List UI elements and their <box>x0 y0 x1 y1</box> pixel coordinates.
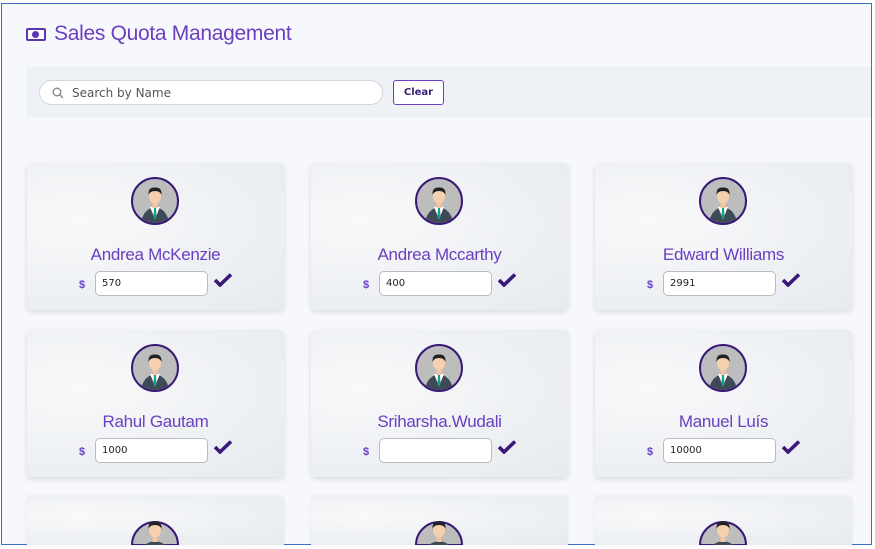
check-icon[interactable] <box>214 440 232 454</box>
check-icon[interactable] <box>782 273 800 287</box>
check-icon[interactable] <box>782 440 800 454</box>
currency-symbol: $ <box>647 279 654 291</box>
user-card: Manuel Luís $ <box>595 330 852 477</box>
user-name: Andrea McKenzie <box>90 245 221 264</box>
user-card: Andrea Mccarthy $ <box>311 163 568 310</box>
currency-symbol: $ <box>363 446 370 458</box>
avatar <box>699 344 747 392</box>
app-window: Sales Quota Management Clear Andrea McKe… <box>1 3 872 545</box>
user-name: Rahul Gautam <box>102 412 209 431</box>
page-header: Sales Quota Management <box>26 22 292 46</box>
user-name: Edward Williams <box>662 245 785 264</box>
quota-input[interactable] <box>379 438 492 463</box>
quota-input[interactable] <box>663 438 776 463</box>
user-name: Sriharsha.Wudali <box>377 412 502 431</box>
avatar <box>415 344 463 392</box>
avatar <box>131 177 179 225</box>
user-name: Andrea Mccarthy <box>377 245 502 264</box>
avatar <box>415 521 463 545</box>
user-name: Manuel Luís <box>678 412 769 431</box>
user-card-grid: Andrea McKenzie $ Andrea Mccarthy $ Edwa… <box>27 163 852 545</box>
check-icon[interactable] <box>498 273 516 287</box>
avatar <box>131 521 179 545</box>
avatar <box>131 344 179 392</box>
user-card: Rahul Gautam $ <box>27 330 284 477</box>
money-bill-icon <box>26 27 46 41</box>
user-card <box>27 497 284 545</box>
search-icon <box>52 87 64 98</box>
user-card: Sriharsha.Wudali $ <box>311 330 568 477</box>
search-bar: Clear <box>26 67 871 117</box>
quota-input[interactable] <box>379 271 492 296</box>
page-title: Sales Quota Management <box>54 22 292 45</box>
quota-input[interactable] <box>95 438 208 463</box>
user-card <box>311 497 568 545</box>
currency-symbol: $ <box>363 279 370 291</box>
user-card: Andrea McKenzie $ <box>27 163 284 310</box>
currency-symbol: $ <box>647 446 654 458</box>
check-icon[interactable] <box>214 273 232 287</box>
user-card: Edward Williams $ <box>595 163 852 310</box>
avatar <box>699 177 747 225</box>
clear-button[interactable]: Clear <box>393 80 444 105</box>
quota-input[interactable] <box>663 271 776 296</box>
quota-input[interactable] <box>95 271 208 296</box>
search-input[interactable] <box>72 85 352 100</box>
user-card <box>595 497 852 545</box>
check-icon[interactable] <box>498 440 516 454</box>
currency-symbol: $ <box>79 279 86 291</box>
currency-symbol: $ <box>79 446 86 458</box>
search-box[interactable] <box>39 80 383 105</box>
avatar <box>699 521 747 545</box>
avatar <box>415 177 463 225</box>
